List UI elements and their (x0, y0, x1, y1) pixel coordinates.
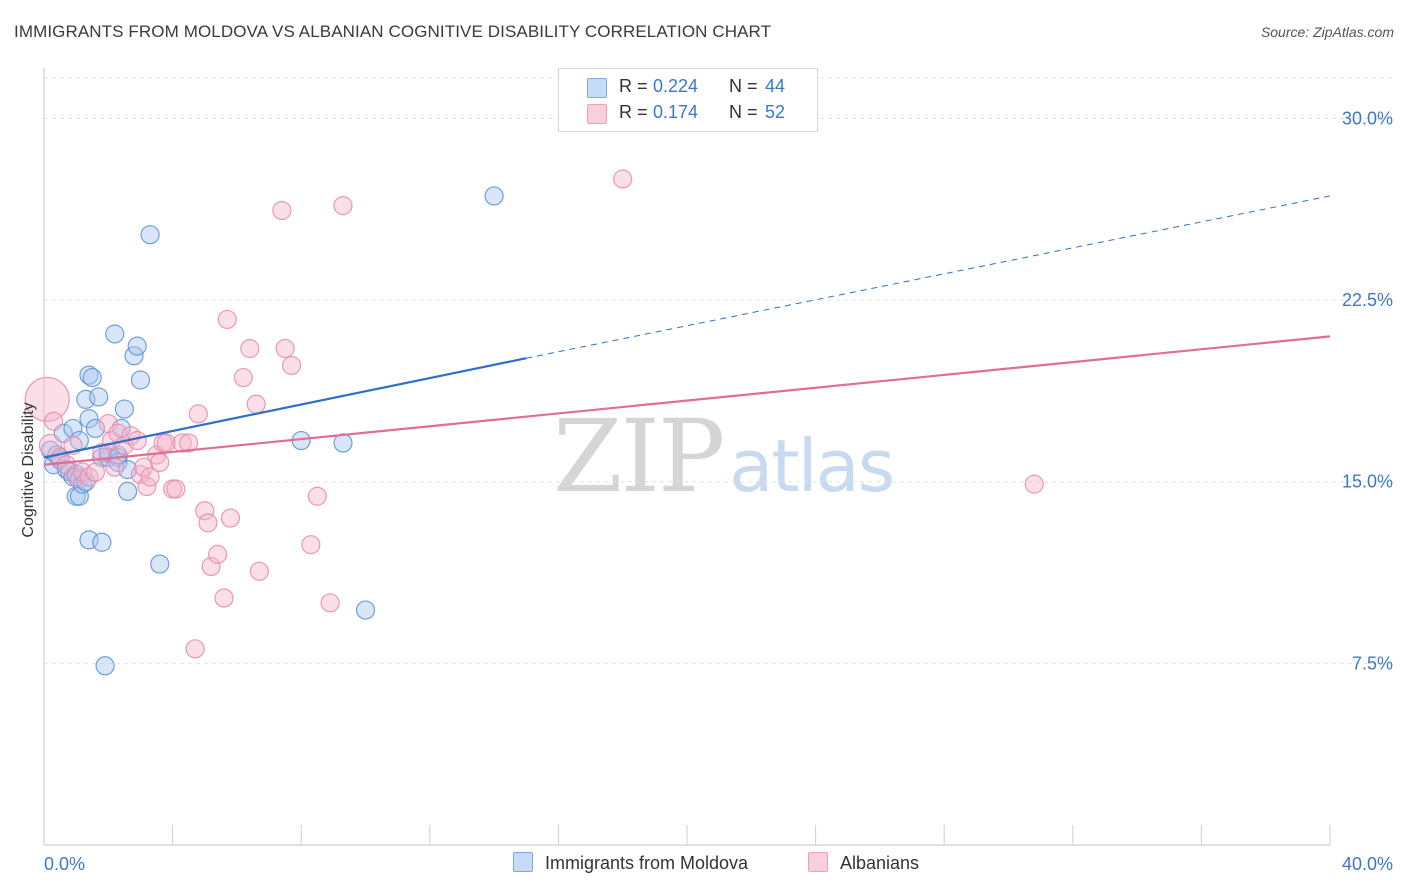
legend-n-value: 52 (765, 102, 786, 122)
legend-r-label: R = (619, 76, 648, 96)
legend-n-label: N = (729, 76, 758, 96)
moldova-point (105, 324, 125, 344)
albanian-point (275, 338, 295, 359)
bottom-legend-albanians: Albanians (808, 852, 919, 874)
correlation-legend: R = 0.224 N = 44 R = 0.174 N = 52 (558, 68, 818, 132)
moldova-point (333, 433, 353, 453)
moldova-point (130, 370, 151, 390)
moldova-trendline-extension (526, 195, 1331, 359)
albanian-point (140, 467, 160, 487)
bottom-legend-swatch-blue (513, 852, 533, 872)
moldova-trendline (43, 357, 527, 459)
watermark-atlas: atlas (729, 424, 895, 508)
albanian-point (613, 169, 633, 189)
moldova-point (117, 481, 138, 502)
y-axis-label-wrap: Cognitive Disability (17, 300, 41, 640)
moldova-point (484, 186, 504, 206)
bottom-legend-label-albanians: Albanians (840, 853, 920, 873)
legend-r-label: R = (619, 102, 648, 122)
albanian-point (220, 508, 241, 528)
albanian-point (195, 501, 215, 521)
moldova-point (79, 409, 99, 429)
moldova-point (95, 656, 115, 676)
albanian-point (217, 309, 237, 330)
y-tick-label: 30.0% (1342, 108, 1393, 128)
moldova-point (63, 418, 83, 439)
y-tick-label: 7.5% (1352, 653, 1393, 673)
watermark: ZIPatlas (553, 398, 895, 515)
moldova-point (82, 367, 102, 388)
moldova-point (140, 225, 160, 245)
albanian-point (272, 200, 292, 221)
albanian-point (85, 462, 106, 482)
moldova-point (85, 418, 106, 439)
albanian-point (201, 556, 221, 577)
albanian-point (301, 535, 321, 555)
y-axis-label: Cognitive Disability (20, 402, 37, 538)
albanian-point (233, 367, 253, 388)
moldova-point (79, 365, 99, 385)
albanian-point (156, 433, 176, 453)
albanian-point (307, 486, 327, 506)
moldova-point (89, 387, 109, 407)
albanian-point (166, 479, 186, 499)
moldova-point (92, 532, 112, 552)
moldova-point (127, 336, 147, 356)
bottom-legend-swatch-pink (808, 852, 828, 872)
albanian-trendline (43, 335, 1331, 466)
albanian-point (179, 433, 199, 453)
legend-n-value: 44 (765, 76, 786, 96)
legend-r-value: 0.174 (653, 102, 699, 122)
x-tick-label-max: 40.0% (1342, 854, 1393, 874)
albanian-point (150, 452, 170, 472)
albanian-point (240, 338, 260, 359)
albanian-point (24, 376, 70, 422)
legend-swatch-blue (587, 78, 607, 98)
albanian-point (44, 411, 64, 431)
moldova-point (56, 460, 77, 480)
moldova-point (150, 554, 170, 574)
source-credit: Source: ZipAtlas.com (1260, 24, 1394, 40)
y-tick-label: 15.0% (1342, 472, 1393, 492)
legend-n-label: N = (729, 102, 758, 122)
albanian-point (281, 355, 302, 376)
albanian-point (246, 394, 266, 414)
x-tick-label-min: 0.0% (44, 854, 85, 874)
albanian-point (188, 404, 208, 424)
moldova-point (114, 399, 134, 419)
y-tick-label: 22.5% (1342, 290, 1393, 310)
legend-swatch-pink (587, 104, 607, 124)
bottom-legend-moldova: Immigrants from Moldova (513, 852, 748, 874)
watermark-zip: ZIP (553, 398, 725, 515)
albanian-point (1024, 474, 1044, 494)
albanian-point (333, 196, 353, 216)
moldova-point (355, 600, 376, 620)
albanian-point (249, 561, 270, 581)
albanian-point (105, 457, 125, 477)
albanian-point (208, 544, 228, 564)
chart-title: IMMIGRANTS FROM MOLDOVA VS ALBANIAN COGN… (14, 22, 772, 41)
bottom-legend-label-moldova: Immigrants from Moldova (545, 853, 749, 873)
albanian-point (214, 588, 234, 608)
legend-r-value: 0.224 (653, 76, 699, 96)
albanian-point (320, 593, 340, 613)
albanian-point (198, 513, 218, 533)
albanian-point (185, 639, 205, 659)
